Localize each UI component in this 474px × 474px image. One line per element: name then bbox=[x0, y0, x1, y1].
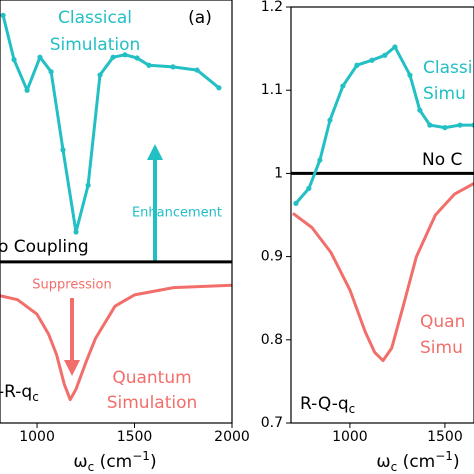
annotation: (a) bbox=[188, 8, 212, 28]
x-axis-label-part: −1 bbox=[435, 449, 453, 463]
annotation: No C bbox=[422, 150, 462, 170]
annotation: Simulation bbox=[50, 35, 141, 55]
point bbox=[134, 55, 140, 61]
point bbox=[293, 200, 299, 206]
x-tick-label: 1500 bbox=[427, 429, 463, 445]
annotation: Suppression bbox=[32, 278, 111, 293]
x-axis-label-part: c bbox=[391, 460, 398, 474]
point bbox=[110, 54, 116, 60]
panel-label: -R-qc bbox=[0, 382, 39, 404]
point bbox=[11, 57, 17, 63]
point bbox=[427, 122, 433, 128]
point bbox=[122, 52, 128, 58]
x-tick-label: 1000 bbox=[332, 429, 368, 445]
point bbox=[382, 52, 388, 58]
annotation: Simulation bbox=[107, 393, 198, 413]
panel-label: R-Q-qc bbox=[300, 394, 355, 416]
y-tick-label: 1.2 bbox=[261, 0, 283, 15]
point bbox=[73, 229, 79, 235]
x-axis-label: ωc (cm−1) bbox=[73, 449, 156, 474]
x-axis-label-part: −1 bbox=[132, 449, 150, 463]
point bbox=[48, 69, 54, 75]
plot-area bbox=[291, 44, 474, 363]
point bbox=[354, 62, 360, 68]
point bbox=[85, 182, 91, 188]
plot-area bbox=[0, 12, 232, 402]
point bbox=[146, 62, 152, 68]
panel-label-part: c bbox=[32, 390, 39, 404]
series-line bbox=[0, 283, 232, 402]
point bbox=[24, 87, 30, 93]
annotation: Simu bbox=[423, 84, 466, 104]
axes-frame bbox=[290, 6, 474, 424]
panel-label-part: c bbox=[349, 402, 356, 416]
point bbox=[194, 67, 200, 73]
annotation: Simu bbox=[420, 338, 463, 358]
annotation: Quan bbox=[420, 312, 465, 332]
y-tick-label: 1.1 bbox=[261, 82, 283, 98]
point bbox=[37, 54, 43, 60]
annotation: Classi bbox=[423, 58, 472, 78]
x-axis-label-part: ω bbox=[73, 452, 87, 472]
x-axis-label-part: ) bbox=[150, 452, 157, 472]
x-axis-label: ωc (cm−1) bbox=[376, 449, 459, 474]
annotation: Quantum bbox=[112, 368, 191, 388]
y-tick-label: 0.8 bbox=[261, 332, 283, 348]
panel-label-part: R-Q-q bbox=[300, 394, 349, 414]
x-axis-label-part: (cm bbox=[397, 452, 435, 472]
point bbox=[317, 157, 323, 163]
series-line bbox=[1, 14, 220, 234]
x-tick-label: 1000 bbox=[19, 429, 55, 445]
annotation: o Coupling bbox=[0, 237, 89, 257]
panel-label-part: -R-q bbox=[0, 382, 32, 402]
x-tick-label: 2000 bbox=[214, 429, 250, 445]
point bbox=[306, 185, 312, 191]
point bbox=[417, 107, 423, 113]
point bbox=[471, 122, 474, 128]
x-axis-label-part: ) bbox=[453, 452, 460, 472]
point bbox=[0, 12, 6, 18]
y-tick-label: 0.7 bbox=[261, 415, 283, 431]
point bbox=[216, 85, 222, 91]
annotation: Classical bbox=[58, 8, 132, 28]
annotation: Enhancement bbox=[132, 206, 222, 221]
point bbox=[442, 125, 448, 131]
x-axis-label-part: ω bbox=[376, 452, 390, 472]
point bbox=[407, 72, 413, 78]
point bbox=[369, 57, 375, 63]
point bbox=[392, 44, 398, 50]
x-tick-label: 1500 bbox=[117, 429, 153, 445]
point bbox=[97, 72, 103, 78]
point bbox=[327, 117, 333, 123]
axes-frame bbox=[0, 0, 233, 424]
y-tick-label: 0.9 bbox=[261, 249, 283, 265]
series-line bbox=[292, 182, 474, 363]
point bbox=[170, 64, 176, 70]
point bbox=[457, 122, 463, 128]
y-tick-label: 1 bbox=[274, 165, 283, 181]
point bbox=[60, 147, 66, 153]
x-axis-label-part: c bbox=[88, 460, 95, 474]
x-axis-label-part: (cm bbox=[94, 452, 132, 472]
point bbox=[340, 83, 346, 89]
